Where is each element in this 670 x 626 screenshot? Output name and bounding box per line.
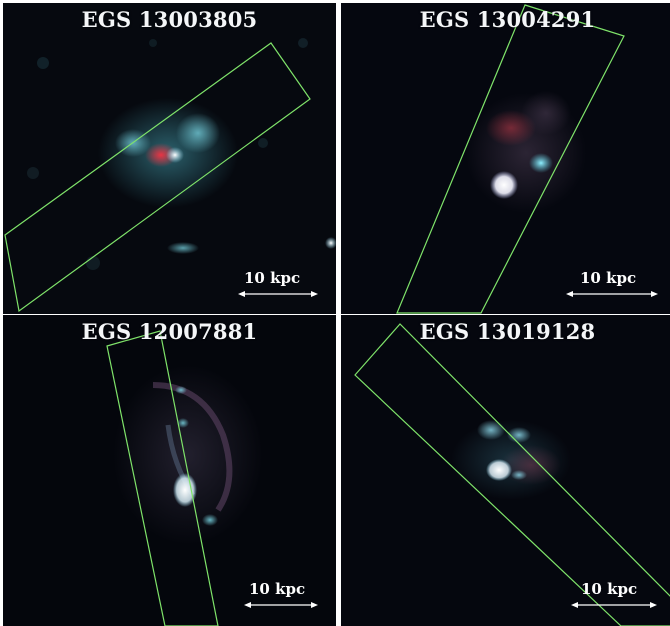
galaxy-image [3, 3, 336, 314]
panel-title: EGS 13019128 [419, 319, 596, 344]
galaxy-panel-13003805: EGS 13003805 10 kpc [3, 3, 336, 314]
scale-bar-label: 10 kpc [249, 580, 306, 598]
galaxy-image [3, 315, 336, 626]
galaxy-image [341, 3, 670, 314]
galaxy-panel-13019128: EGS 13019128 10 kpc [341, 315, 670, 626]
scale-bar-label: 10 kpc [581, 580, 638, 598]
scale-bar-label: 10 kpc [580, 269, 637, 287]
galaxy-panel-12007881: EGS 12007881 10 kpc [3, 315, 336, 626]
panel-title: EGS 13003805 [81, 7, 258, 32]
panel-title: EGS 12007881 [81, 319, 258, 344]
scale-bar-label: 10 kpc [244, 269, 301, 287]
galaxy-image [341, 315, 670, 626]
galaxy-panel-13004291: EGS 13004291 10 kpc [341, 3, 670, 314]
panel-title: EGS 13004291 [419, 7, 596, 32]
